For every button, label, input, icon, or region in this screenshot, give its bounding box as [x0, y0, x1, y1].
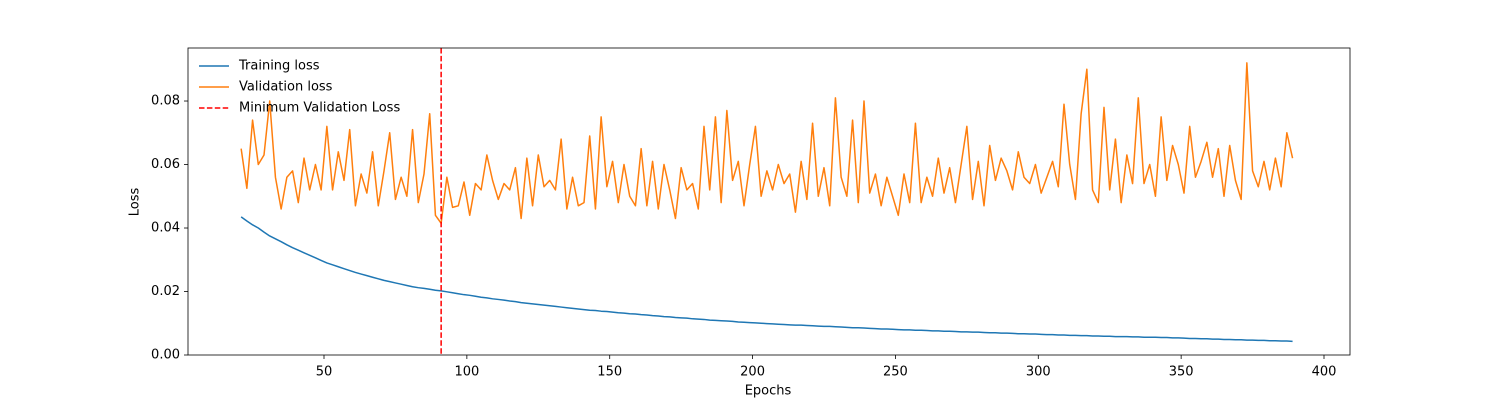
plot-frame: [187, 47, 1351, 356]
legend-label: Validation loss: [239, 80, 333, 95]
y-tick-label: 0.06: [151, 157, 180, 172]
series-line: [240, 62, 1294, 224]
x-axis-label: Epochs: [745, 384, 792, 399]
y-tick-label: 0.02: [151, 284, 180, 299]
x-tick-label: 50: [316, 365, 333, 380]
x-tick-label: 150: [597, 365, 622, 380]
x-tick-label: 400: [1312, 365, 1337, 380]
y-tick-label: 0.00: [151, 348, 180, 363]
x-tick-label: 300: [1026, 365, 1051, 380]
y-tick-label: 0.08: [151, 94, 180, 109]
legend-label: Training loss: [238, 59, 320, 74]
x-tick-label: 100: [454, 365, 479, 380]
x-tick-label: 250: [883, 365, 908, 380]
x-tick-label: 200: [740, 365, 765, 380]
x-tick-label: 350: [1169, 365, 1194, 380]
legend-label: Minimum Validation Loss: [239, 101, 400, 116]
series-line: [240, 216, 1293, 343]
y-axis-label: Loss: [128, 188, 143, 217]
y-tick-label: 0.04: [151, 221, 180, 236]
